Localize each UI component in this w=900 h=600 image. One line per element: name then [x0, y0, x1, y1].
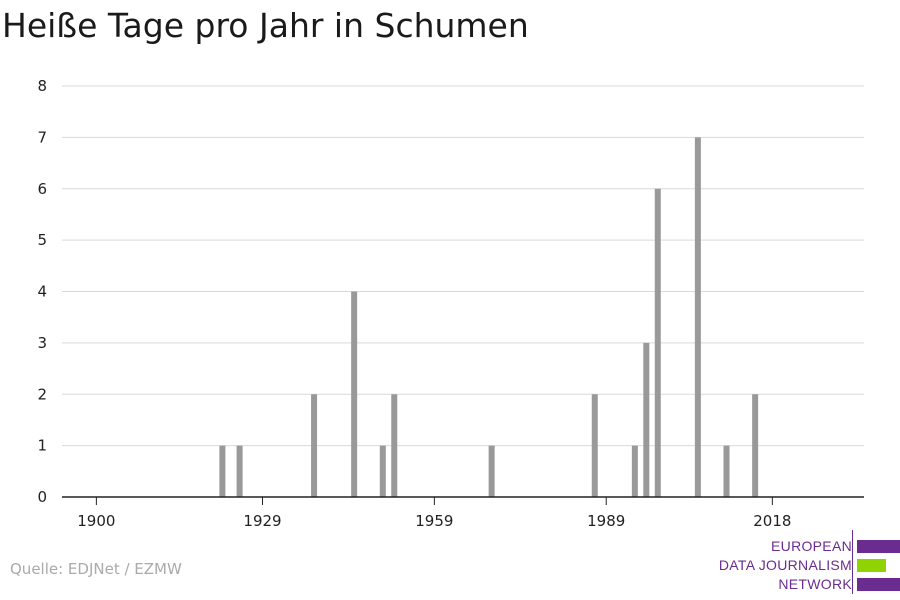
y-tick-labels: 0 1 2 3 4 5 6 7 8	[37, 77, 47, 506]
bar-1922	[219, 445, 226, 497]
x-tick-labels: 1900 1929 1959 1989 2018	[77, 512, 791, 530]
logo-line-1: EUROPEAN	[771, 538, 852, 554]
x-tick-label: 1959	[415, 512, 453, 530]
x-tick-label: 1900	[77, 512, 115, 530]
bar-1945	[351, 291, 358, 497]
x-tick-label: 2018	[753, 512, 791, 530]
grid-lines	[62, 85, 864, 447]
y-tick-label: 0	[37, 488, 47, 506]
y-tick-label: 1	[37, 437, 47, 455]
bars	[219, 137, 759, 497]
bar-1987	[591, 394, 598, 497]
bar-1950	[379, 445, 386, 497]
logo-line-2: DATA JOURNALISM	[718, 557, 852, 573]
bar-1952	[391, 394, 398, 497]
bar-1994	[631, 445, 638, 497]
bar-chart: 0 1 2 3 4 5 6 7 8 1900 1929 1959 1989 2018	[37, 77, 864, 530]
chart-title: Heiße Tage pro Jahr in Schumen	[2, 6, 529, 45]
bar-1969	[488, 445, 495, 497]
bar-2015	[752, 394, 759, 497]
x-tick-label: 1989	[587, 512, 625, 530]
logo-divider	[852, 530, 853, 594]
x-tick-label: 1929	[243, 512, 281, 530]
logo-bar-top	[857, 540, 900, 553]
y-tick-label: 2	[37, 385, 47, 403]
axes	[62, 496, 864, 505]
y-tick-label: 5	[37, 231, 47, 249]
bar-1998	[654, 188, 661, 497]
bar-1996	[643, 342, 650, 497]
bar-1925	[236, 445, 243, 497]
y-tick-label: 8	[37, 77, 47, 95]
y-tick-label: 7	[37, 128, 47, 146]
logo-bar-middle	[857, 559, 886, 572]
bar-1938	[311, 394, 318, 497]
logo-line-3: NETWORK	[778, 576, 852, 592]
edjnet-logo[interactable]: EUROPEAN DATA JOURNALISM NETWORK	[700, 530, 900, 594]
y-tick-label: 3	[37, 334, 47, 352]
logo-bar-bottom	[857, 578, 900, 591]
bar-2005	[694, 137, 701, 497]
y-tick-label: 6	[37, 180, 47, 198]
bar-2010	[723, 445, 730, 497]
y-tick-label: 4	[37, 283, 47, 301]
source-note: Quelle: EDJNet / EZMW	[10, 560, 182, 578]
